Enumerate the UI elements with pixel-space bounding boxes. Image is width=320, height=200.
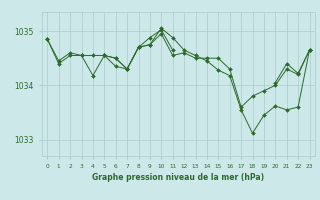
X-axis label: Graphe pression niveau de la mer (hPa): Graphe pression niveau de la mer (hPa) <box>92 173 264 182</box>
